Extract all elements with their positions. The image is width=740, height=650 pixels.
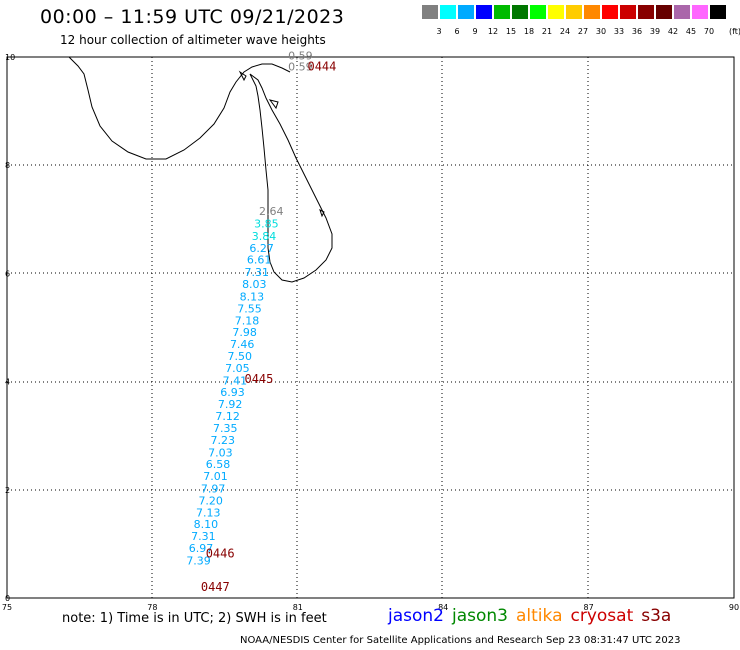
wave-height-point: 7.39 bbox=[186, 554, 211, 567]
legend-swatch bbox=[440, 5, 456, 19]
wave-height-point: 7.12 bbox=[215, 410, 240, 423]
note-text: note: 1) Time is in UTC; 2) SWH is in fe… bbox=[62, 611, 327, 626]
wave-height-point: 7.23 bbox=[211, 434, 236, 447]
wave-height-point: 7.92 bbox=[218, 398, 243, 411]
wave-height-point: 6.97 bbox=[189, 542, 214, 555]
satellite-legend-item: altika bbox=[516, 606, 563, 626]
legend-label: 3 bbox=[436, 27, 442, 36]
satellite-legend-item: s3a bbox=[641, 606, 672, 626]
wave-height-point: 3.84 bbox=[252, 230, 276, 243]
legend-label: 45 bbox=[685, 27, 697, 36]
satellite-legend-item: jason3 bbox=[452, 606, 508, 626]
wave-height-point: 8.03 bbox=[242, 278, 267, 291]
wave-height-point: 3.85 bbox=[254, 217, 279, 230]
wave-height-point: 7.31 bbox=[191, 530, 216, 543]
legend-label: 33 bbox=[613, 27, 625, 36]
y-tick-label: 0 bbox=[5, 594, 10, 603]
legend-label: 6 bbox=[454, 27, 460, 36]
legend-label: 27 bbox=[577, 27, 589, 36]
legend-swatch bbox=[710, 5, 726, 19]
x-tick-label: 81 bbox=[293, 603, 303, 612]
legend-swatch bbox=[656, 5, 672, 19]
legend-swatch bbox=[512, 5, 528, 19]
wave-height-point: 7.50 bbox=[228, 350, 253, 363]
page-title: 00:00 – 11:59 UTC 09/21/2023 bbox=[40, 6, 345, 28]
y-tick-label: 4 bbox=[5, 378, 10, 387]
wave-height-point: 7.98 bbox=[232, 326, 257, 339]
wave-height-point: 7.13 bbox=[196, 506, 221, 519]
wave-height-point: 8.10 bbox=[194, 518, 219, 531]
legend-swatch bbox=[602, 5, 618, 19]
legend-swatch bbox=[548, 5, 564, 19]
satellite-legend-item: cryosat bbox=[570, 606, 634, 626]
map-frame bbox=[6, 56, 735, 599]
satellite-legend-item: jason2 bbox=[388, 606, 444, 626]
wave-height-point: 6.58 bbox=[206, 458, 231, 471]
wave-height-point: 7.35 bbox=[213, 422, 238, 435]
x-tick-label: 84 bbox=[438, 603, 448, 612]
legend-label: 12 bbox=[487, 27, 499, 36]
legend-unit: (ft) bbox=[728, 27, 740, 36]
legend-label: 15 bbox=[505, 27, 517, 36]
x-tick-label: 87 bbox=[584, 603, 594, 612]
time-label: 0446 bbox=[206, 546, 235, 560]
wave-height-point: 6.61 bbox=[247, 254, 272, 267]
y-tick-label: 2 bbox=[5, 486, 10, 495]
wave-height-point: 0.59 bbox=[288, 61, 313, 74]
wave-height-point: 2.64 bbox=[259, 205, 284, 218]
wave-height-point: 6.27 bbox=[249, 242, 273, 255]
legend-label: 18 bbox=[523, 27, 535, 36]
time-label: 0444 bbox=[307, 60, 336, 74]
legend-swatch bbox=[476, 5, 492, 19]
legend-label: 24 bbox=[559, 27, 571, 36]
wave-height-point: 7.18 bbox=[235, 314, 260, 327]
legend-label: 36 bbox=[631, 27, 643, 36]
satellite-legend: jason2 jason3 altika cryosat s3a bbox=[388, 606, 679, 626]
legend-label: 39 bbox=[649, 27, 661, 36]
wave-height-point: 7.03 bbox=[208, 446, 233, 459]
x-tick-label: 75 bbox=[2, 603, 12, 612]
legend-label: 42 bbox=[667, 27, 679, 36]
wave-height-point: 7.20 bbox=[198, 494, 223, 507]
legend-swatch bbox=[620, 5, 636, 19]
x-tick-label: 78 bbox=[147, 603, 157, 612]
time-label: 0447 bbox=[201, 580, 230, 594]
wave-height-point: 7.46 bbox=[230, 338, 255, 351]
legend-swatch bbox=[494, 5, 510, 19]
wave-height-point: 6.93 bbox=[220, 386, 245, 399]
wave-height-point: 7.31 bbox=[244, 266, 269, 279]
wave-height-point: 7.05 bbox=[225, 362, 250, 375]
wave-height-point: 7.01 bbox=[203, 470, 228, 483]
y-tick-label: 10 bbox=[5, 53, 15, 62]
legend-swatch bbox=[674, 5, 690, 19]
wave-height-point: 0.59 bbox=[288, 50, 313, 63]
wave-height-point: 8.13 bbox=[240, 290, 265, 303]
legend-swatch bbox=[584, 5, 600, 19]
legend-swatch bbox=[638, 5, 654, 19]
legend-swatch bbox=[692, 5, 708, 19]
legend-label: 30 bbox=[595, 27, 607, 36]
wave-height-point: 7.41 bbox=[223, 374, 248, 387]
legend-swatch bbox=[422, 5, 438, 19]
credit-text: NOAA/NESDIS Center for Satellite Applica… bbox=[240, 635, 681, 646]
legend-label: 9 bbox=[472, 27, 478, 36]
legend-swatch bbox=[458, 5, 474, 19]
legend-label: 21 bbox=[541, 27, 553, 36]
time-label: 0445 bbox=[244, 372, 273, 386]
legend-swatch bbox=[566, 5, 582, 19]
y-tick-label: 6 bbox=[5, 269, 10, 278]
coastline bbox=[68, 56, 333, 283]
page-subtitle: 12 hour collection of altimeter wave hei… bbox=[60, 33, 326, 47]
x-tick-label: 90 bbox=[729, 603, 739, 612]
legend-swatch bbox=[530, 5, 546, 19]
y-tick-label: 8 bbox=[5, 161, 10, 170]
grid bbox=[7, 57, 734, 598]
wave-height-point: 7.55 bbox=[237, 302, 262, 315]
wave-height-point: 7.97 bbox=[201, 483, 226, 496]
legend-label: 70 bbox=[703, 27, 715, 36]
